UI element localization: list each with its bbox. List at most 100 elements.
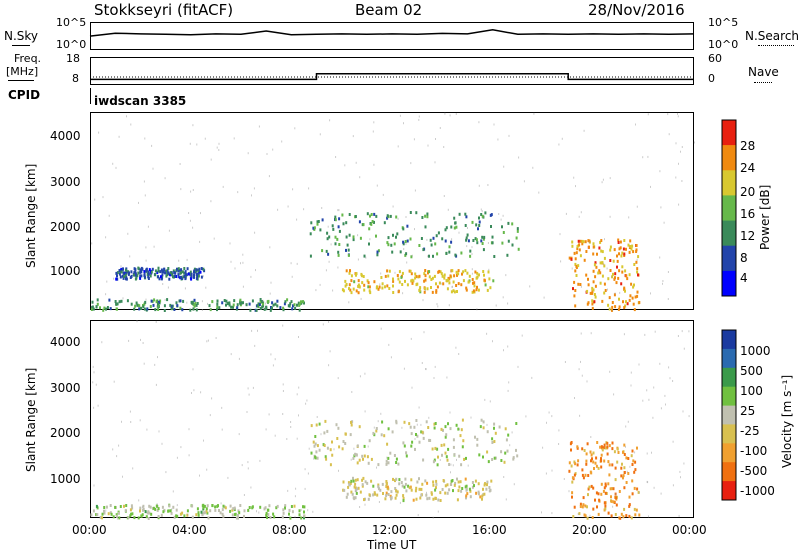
velocity-speck: [660, 407, 662, 410]
power-speck: [335, 156, 337, 158]
velocity-speck: [101, 341, 103, 344]
velocity-speck: [187, 513, 189, 516]
velocity-cell: [237, 513, 239, 517]
velocity-speck: [206, 468, 208, 471]
power-cell: [633, 308, 636, 312]
power-cell: [345, 269, 348, 273]
velocity-speck: [142, 506, 144, 509]
velocity-speck: [258, 511, 260, 514]
velocity-cell: [623, 486, 626, 490]
power-cell: [347, 248, 350, 252]
power-cell: [286, 298, 289, 302]
power-cell: [433, 274, 436, 278]
velocity-cbar-seg-2: [722, 367, 736, 388]
power-cell: [363, 254, 366, 258]
power-cell: [609, 269, 612, 272]
velocity-speck: [548, 411, 550, 414]
velocity-speck: [403, 367, 405, 370]
power-cell: [155, 300, 158, 304]
power-speck: [427, 255, 429, 258]
power-speck: [308, 187, 310, 190]
velocity-cbar-frame: [721, 329, 737, 501]
velocity-cell: [421, 430, 424, 434]
power-cell: [242, 301, 244, 305]
velocity-cell: [583, 449, 586, 452]
velocity-heatmap: [90, 320, 690, 520]
velocity-cell: [214, 505, 217, 509]
velocity-speck: [282, 383, 284, 386]
power-speck: [480, 208, 482, 211]
velocity-cell: [383, 434, 386, 438]
velocity-speck: [158, 430, 160, 433]
velocity-cell: [396, 490, 399, 494]
power-cell: [346, 243, 349, 247]
velocity-speck: [612, 505, 614, 508]
velocity-cell: [590, 484, 593, 488]
power-cell: [179, 271, 182, 275]
velocity-cell: [594, 461, 597, 465]
power-cell: [386, 241, 389, 245]
power-speck: [443, 146, 445, 148]
velocity-cell: [354, 496, 357, 500]
power-cell: [476, 271, 479, 275]
power-cell: [435, 290, 438, 294]
velocity-speck: [220, 502, 222, 505]
velocity-speck: [647, 481, 649, 484]
power-cell: [297, 301, 300, 305]
power-cell: [598, 269, 601, 273]
power-cell: [613, 248, 616, 252]
velocity-speck: [257, 329, 258, 332]
velocity-speck: [316, 416, 318, 418]
velocity-cell: [323, 431, 326, 435]
velocity-cell: [447, 422, 449, 426]
power-speck: [199, 240, 201, 243]
velocity-cell: [372, 431, 375, 435]
power-speck: [91, 242, 93, 245]
velocity-cell: [202, 511, 205, 515]
power-cell: [294, 306, 297, 310]
power-cell: [174, 275, 176, 278]
velocity-cell: [237, 516, 239, 520]
velocity-cell: [636, 446, 638, 450]
velocity-feature-1: [310, 418, 519, 467]
velocity-cell: [476, 443, 479, 447]
power-speck: [210, 158, 212, 161]
velocity-cell: [475, 491, 478, 495]
power-cell: [464, 224, 467, 227]
power-cell: [200, 267, 203, 270]
velocity-cell: [489, 488, 492, 492]
velocity-cell: [493, 422, 496, 426]
power-cell: [133, 307, 136, 311]
velocity-cell: [568, 469, 571, 473]
velocity-cell: [500, 450, 503, 454]
velocity-cell: [405, 451, 408, 455]
power-speck: [392, 205, 394, 208]
velocity-cbar-seg-4: [722, 405, 736, 425]
power-speck: [500, 218, 502, 221]
power-speck: [642, 156, 644, 159]
power-ytick-3000: 3000: [50, 175, 81, 189]
power-speck: [662, 282, 663, 285]
velocity-cell: [206, 504, 209, 508]
velocity-speck: [142, 342, 144, 344]
power-cell: [249, 308, 252, 312]
power-speck: [268, 175, 270, 178]
power-cell: [429, 238, 432, 242]
power-cell: [125, 275, 128, 279]
velocity-cell: [183, 514, 186, 518]
power-cell: [460, 251, 463, 255]
power-cell: [487, 270, 490, 274]
velocity-cell: [284, 504, 287, 508]
power-cell: [369, 214, 371, 218]
power-cell: [105, 307, 107, 311]
velocity-speck: [574, 397, 575, 399]
velocity-speck: [580, 332, 582, 335]
velocity-speck: [551, 512, 553, 515]
velocity-speck: [541, 511, 542, 514]
power-cell: [467, 239, 470, 243]
velocity-cell: [202, 506, 205, 510]
power-cell: [292, 304, 294, 308]
velocity-speck: [268, 413, 270, 416]
velocity-speck: [677, 335, 679, 337]
power-cell: [465, 238, 468, 242]
